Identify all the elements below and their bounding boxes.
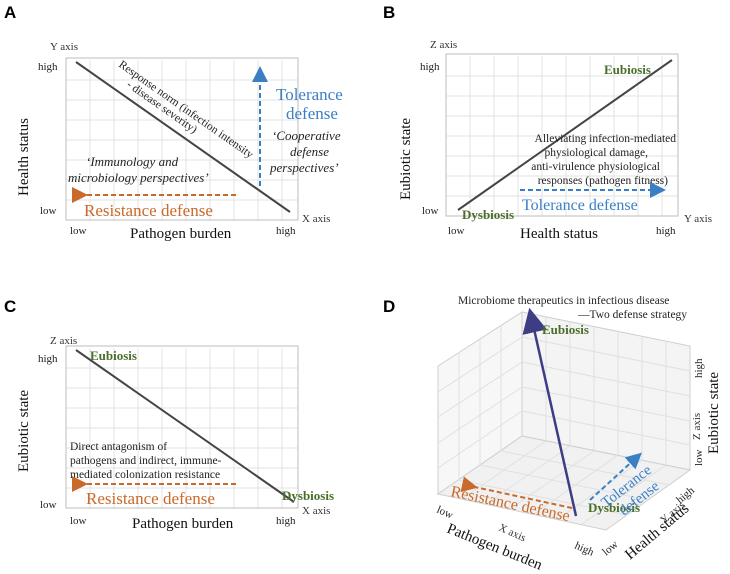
panel-a-tolerance-1: Tolerance xyxy=(276,85,343,104)
panel-a-tolerance-2: defense xyxy=(286,104,338,123)
panel-a-response-line xyxy=(75,61,291,213)
panel-d-z-low: low xyxy=(693,449,705,466)
panel-b-note-4: responses (pathogen fitness) xyxy=(538,175,668,187)
panel-a-x-axis-name: X axis xyxy=(302,213,330,225)
panel-a-y-low: low xyxy=(40,205,57,217)
panel-d-eubiosis: Eubiosis xyxy=(542,322,589,337)
panel-b-eubiosis: Eubiosis xyxy=(604,62,651,77)
panel-a-x-label: Pathogen burden xyxy=(130,226,232,242)
panel-a-resistance: Resistance defense xyxy=(84,201,213,220)
panel-c-resistance: Resistance defense xyxy=(86,489,215,508)
panel-d-z-high: high xyxy=(693,358,705,378)
panel-a-letter: A xyxy=(4,3,16,22)
panel-b-note-3: anti-virulence physiological xyxy=(531,161,660,173)
panel-a-immuno-1: ‘Immunology and xyxy=(86,154,179,169)
panel-c-grid xyxy=(65,348,298,508)
panel-a-coop-3: perspectives’ xyxy=(269,160,339,175)
panel-b-note-2: physiological damage, xyxy=(545,147,649,159)
panel-a-x-low: low xyxy=(70,225,87,237)
panel-c-note-2: pathogens and indirect, immune- xyxy=(70,455,222,467)
panel-d-z-axis-name: Z axis xyxy=(691,413,703,440)
panel-c-z-axis-name: Z axis xyxy=(50,335,77,347)
panel-a-coop-1: ‘Cooperative xyxy=(272,128,341,143)
panel-b: B Z axis Y axis high low low high Eubiot… xyxy=(383,3,712,242)
panel-a: A Y axis X axis high low low high Health… xyxy=(4,3,343,242)
panel-c-x-axis-name: X axis xyxy=(302,505,330,517)
panel-c-frame xyxy=(65,345,299,509)
panel-b-frame xyxy=(445,53,679,217)
panel-b-x-label: Health status xyxy=(520,226,598,242)
panel-c-y-label: Eubiotic state xyxy=(16,390,32,472)
panel-d-tolerance-arrow xyxy=(589,452,642,501)
panel-b-y-low: low xyxy=(422,205,439,217)
panel-d: D Microbiome therapeutics in infectious … xyxy=(383,295,722,574)
panel-c-x-label: Pathogen burden xyxy=(132,516,234,532)
panel-a-immuno-2: microbiology perspectives’ xyxy=(68,170,209,185)
panel-a-x-high: high xyxy=(276,225,296,237)
panel-c-x-high: high xyxy=(276,515,296,527)
panel-a-frame xyxy=(65,57,299,221)
panel-d-title-2: —Two defense strategy xyxy=(577,309,687,321)
panel-c-note-1: Direct antagonism of xyxy=(70,441,167,453)
panel-b-y-label: Eubiotic state xyxy=(398,118,414,200)
panel-a-coop-2: defense xyxy=(290,144,329,159)
panel-a-grid xyxy=(65,60,298,220)
panel-b-note-1: Alleviating infection-mediated xyxy=(535,133,677,145)
panel-b-dysbiosis: Dysbiosis xyxy=(462,207,514,222)
panel-c-note-3: mediated colonization resistance xyxy=(70,469,220,481)
panel-b-line xyxy=(457,59,673,211)
panel-b-y-axis-name: Y axis xyxy=(684,213,712,225)
panel-d-x-low: low xyxy=(435,504,455,522)
panel-d-title-1: Microbiome therapeutics in infectious di… xyxy=(458,295,669,307)
panel-a-y-high: high xyxy=(38,61,58,73)
panel-d-y-low: low xyxy=(600,538,620,558)
panel-c-letter: C xyxy=(4,297,16,316)
panel-b-tolerance: Tolerance defense xyxy=(522,197,638,214)
panel-c-dysbiosis: Dysbiosis xyxy=(282,488,334,503)
panel-a-y-label: Health status xyxy=(16,118,32,196)
panel-d-resistance-arrow xyxy=(460,476,573,509)
panel-c: C Z axis X axis high low low high Eubiot… xyxy=(4,297,334,532)
panel-d-letter: D xyxy=(383,297,395,316)
panel-c-line xyxy=(75,349,295,503)
panel-d-x-high: high xyxy=(573,540,596,559)
panel-d-dysbiosis: Dysbiosis xyxy=(588,500,640,515)
panel-d-main-arrow xyxy=(522,307,578,517)
panel-d-x-label: Pathogen burden xyxy=(445,521,545,574)
panel-c-eubiosis: Eubiosis xyxy=(90,348,137,363)
panel-b-letter: B xyxy=(383,3,395,22)
panel-b-x-high: high xyxy=(656,225,676,237)
panel-d-z-label: Eubiotic state xyxy=(706,372,722,454)
panel-b-y-high: high xyxy=(420,61,440,73)
panel-b-z-axis-name: Z axis xyxy=(430,39,457,51)
panel-b-x-low: low xyxy=(448,225,465,237)
panel-c-y-high: high xyxy=(38,353,58,365)
panel-a-y-axis-name: Y axis xyxy=(50,41,78,53)
panel-c-y-low: low xyxy=(40,499,57,511)
panel-c-x-low: low xyxy=(70,515,87,527)
